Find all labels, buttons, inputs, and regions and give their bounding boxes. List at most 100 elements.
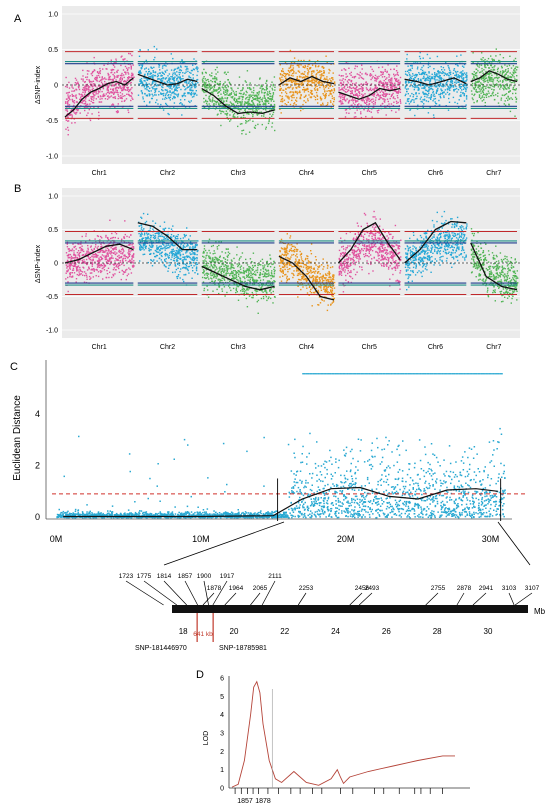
snp-point	[261, 85, 263, 88]
snp-point	[123, 80, 126, 82]
snp-point	[191, 247, 193, 249]
snp-point	[350, 71, 352, 74]
snp-point	[361, 68, 363, 70]
snp-point	[323, 88, 325, 90]
snp-point	[89, 251, 91, 254]
snp-point	[252, 92, 255, 94]
snp-point	[271, 87, 273, 90]
snp-point	[170, 228, 173, 230]
snp-point	[291, 91, 293, 93]
snp-point	[123, 250, 125, 252]
snp-point	[65, 76, 67, 79]
snp-point	[159, 253, 161, 255]
snp-point	[354, 98, 356, 100]
snp-point	[512, 74, 514, 77]
snp-point	[303, 59, 305, 62]
snp-point	[183, 94, 185, 97]
snp-point	[213, 86, 216, 88]
snp-point	[82, 100, 84, 102]
snp-point	[97, 235, 100, 238]
snp-point	[110, 253, 112, 255]
snp-point	[93, 56, 95, 59]
snp-point	[65, 85, 67, 88]
snp-point	[464, 80, 466, 83]
snp-point	[194, 86, 196, 89]
snp-point	[351, 76, 354, 78]
snp-point	[333, 100, 335, 103]
snp-point	[395, 92, 398, 94]
snp-point	[508, 97, 510, 100]
snp-point	[65, 102, 67, 104]
snp-point	[186, 67, 188, 69]
snp-point	[95, 76, 97, 79]
snp-point	[99, 89, 101, 91]
snp-point	[481, 70, 483, 72]
snp-point	[184, 92, 186, 94]
snp-point	[304, 75, 307, 77]
snp-point	[254, 127, 256, 129]
snp-point	[387, 86, 389, 88]
snp-point	[382, 92, 385, 94]
snp-point	[514, 115, 516, 117]
snp-point	[139, 70, 141, 72]
snp-point	[411, 81, 413, 83]
snp-point	[274, 86, 276, 88]
snp-point	[487, 79, 489, 81]
snp-point	[300, 64, 302, 66]
snp-point	[216, 114, 219, 116]
snp-point	[512, 87, 515, 89]
snp-point	[191, 86, 193, 89]
chromosome-label: Chr4	[299, 170, 314, 177]
snp-point	[118, 250, 120, 252]
snp-point	[86, 76, 89, 78]
snp-point	[249, 108, 252, 110]
snp-point	[252, 87, 255, 89]
snp-point	[97, 251, 99, 254]
snp-point	[112, 104, 115, 106]
snp-point	[214, 77, 216, 79]
snp-point	[211, 92, 214, 94]
snp-point	[132, 242, 134, 245]
snp-point	[205, 91, 207, 93]
snp-point	[180, 268, 182, 270]
snp-point	[432, 92, 434, 94]
snp-point	[71, 248, 74, 250]
snp-point	[150, 252, 152, 255]
snp-point	[172, 78, 174, 80]
snp-point	[161, 233, 163, 235]
snp-point	[389, 84, 391, 87]
snp-point	[483, 79, 486, 81]
snp-point	[67, 269, 69, 271]
snp-point	[258, 97, 261, 100]
snp-point	[428, 71, 430, 73]
snp-point	[79, 93, 81, 96]
snp-point	[307, 98, 309, 100]
snp-point	[150, 259, 153, 262]
snp-point	[260, 111, 262, 113]
snp-point	[174, 244, 176, 247]
snp-point	[506, 65, 508, 67]
snp-point	[390, 68, 392, 71]
snp-point	[66, 243, 68, 245]
snp-point	[494, 98, 496, 101]
snp-point	[114, 251, 116, 253]
snp-point	[507, 77, 510, 79]
snp-point	[465, 72, 468, 74]
snp-point	[317, 71, 320, 73]
snp-point	[297, 59, 300, 62]
snp-point	[463, 66, 465, 68]
snp-point	[332, 85, 334, 87]
snp-point	[344, 100, 347, 102]
snp-point	[386, 71, 388, 74]
snp-point	[416, 86, 418, 88]
snp-point	[96, 77, 98, 80]
snp-point	[252, 110, 254, 113]
snp-point	[507, 79, 509, 81]
snp-point	[409, 85, 411, 87]
snp-point	[503, 103, 505, 105]
snp-point	[140, 232, 143, 234]
snp-point	[416, 62, 419, 64]
snp-point	[68, 263, 71, 265]
snp-point	[345, 108, 348, 111]
snp-point	[105, 249, 107, 251]
